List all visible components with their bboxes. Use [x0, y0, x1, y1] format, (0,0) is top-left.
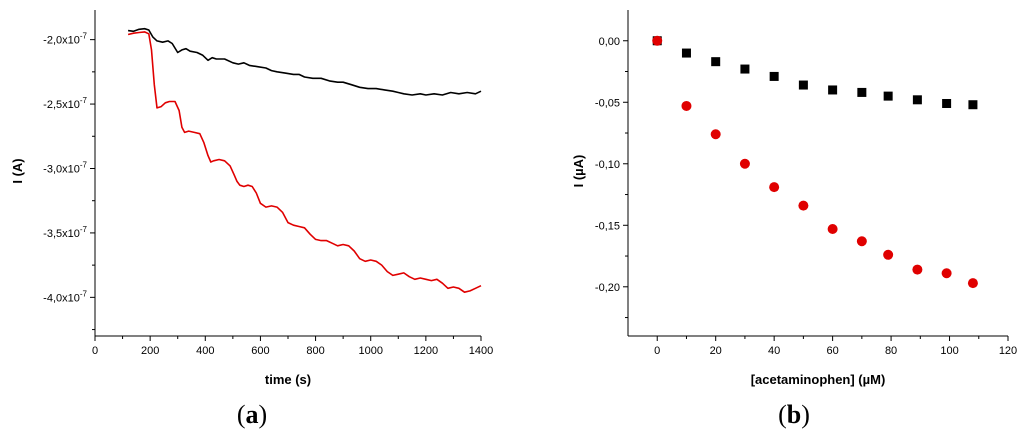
panel-b-x-tick-label: 20: [710, 345, 722, 357]
panel-a-chart: 0 200 400 600 800 1000 1200 1400 -2,0x10-7 -2,5x…: [10, 10, 493, 429]
panel-b-square-point: [769, 71, 779, 81]
panel-a-x-tick-label: 1400: [469, 345, 493, 357]
panel-b-x-tick-label: 80: [885, 345, 897, 357]
panel-b-x-tick-label: 40: [768, 345, 780, 357]
panel-b-circle-point: [856, 236, 867, 247]
panel-b-circle-point: [681, 100, 692, 111]
panel-b-square-point: [711, 57, 721, 67]
panel-b-y-tick-label: -0,05: [595, 97, 620, 109]
panel-b-circle-point: [912, 264, 923, 275]
panel-b-chart: 0 20 40 60 80 100 120 0,00 -0,05 -0,10 -0,15 -0,20…: [571, 10, 1017, 429]
panel-b-y-tick-label: -0,15: [595, 220, 620, 232]
panel-b-y-tick-label: 0,00: [599, 36, 620, 48]
panel-a-series-line-1: [127, 31, 482, 294]
panel-b-square-point: [740, 64, 750, 74]
panel-a-x-tick-label: 0: [92, 345, 98, 357]
panel-b-square-point: [681, 48, 691, 58]
panel-b-circle-point: [883, 249, 894, 260]
panel-a-series: [127, 27, 482, 294]
panel-b-square-point: [968, 100, 978, 110]
panel-a-x-tick-label: 1000: [358, 345, 382, 357]
panel-a-x-tick-label: 200: [141, 345, 159, 357]
panel-b-x-tick-label: 120: [999, 345, 1017, 357]
panel-b-circle-point: [967, 278, 978, 289]
panel-b-x-axis-title: [acetaminophen] (µM): [751, 372, 886, 387]
panel-b-x-tick-label: 60: [826, 345, 838, 357]
panel-b-y-tick-label: -0,10: [595, 159, 620, 171]
panel-b-series: [652, 35, 978, 289]
panel-b-circle-point: [798, 200, 809, 211]
panel-b-y-tick-labels: 0,00 -0,05 -0,10 -0,15 -0,20: [595, 36, 620, 294]
panel-b-circle-point: [710, 129, 721, 140]
panel-b-square-point: [798, 80, 808, 90]
panel-b-label: (b): [778, 400, 810, 429]
panel-b-y-axis-title: I (µA): [571, 155, 586, 188]
panel-b-square-point: [883, 91, 893, 101]
panel-a-label: (a): [237, 400, 267, 429]
panel-b-ticks: [623, 40, 1009, 341]
panel-a-x-tick-label: 800: [306, 345, 324, 357]
panel-a-ticks: [90, 39, 482, 341]
panel-b-square-point: [912, 95, 922, 105]
panel-a-x-tick-label: 1200: [414, 345, 438, 357]
panel-a-y-tick-label: -4,0x10-7: [43, 289, 87, 304]
panel-a-y-tick-label: -3,0x10-7: [43, 160, 87, 175]
panel-a-y-axis-title: I (A): [10, 158, 25, 183]
panel-a-x-axis-title: time (s): [265, 372, 311, 387]
panel-b-circle-point: [739, 158, 750, 169]
panel-a-y-tick-labels: -2,0x10-7 -2,5x10-7 -3,0x10-7 -3,5x10-7 -4,0…: [43, 32, 87, 305]
panel-a-y-tick-label: -2,0x10-7: [43, 32, 87, 47]
panel-a-x-tick-label: 400: [196, 345, 214, 357]
panel-b-square-point: [857, 87, 867, 97]
panel-a-y-tick-label: -3,5x10-7: [43, 225, 87, 240]
panel-b-label-letter: b: [787, 400, 801, 429]
panel-b-x-tick-label: 0: [654, 345, 660, 357]
panel-b-x-tick-labels: 0 20 40 60 80 100 120: [654, 345, 1017, 357]
panel-a-x-tick-label: 600: [251, 345, 269, 357]
panel-a-x-tick-labels: 0 200 400 600 800 1000 1200 1400: [92, 345, 493, 357]
panel-b-square-point: [828, 85, 838, 95]
panel-b-circle-point: [827, 223, 838, 234]
panel-b-circle-point: [652, 35, 663, 46]
panel-a-y-tick-label: -2,5x10-7: [43, 96, 87, 111]
panel-b-x-tick-label: 100: [940, 345, 958, 357]
panel-b-square-point: [942, 98, 952, 108]
panel-b-axes: [627, 10, 1008, 337]
panel-b-circle-point: [941, 268, 952, 279]
panel-b-circle-point: [769, 182, 780, 193]
panel-a-label-letter: a: [246, 400, 259, 429]
panel-a-series-line-0: [127, 27, 482, 96]
panel-b-y-tick-label: -0,20: [595, 282, 620, 294]
